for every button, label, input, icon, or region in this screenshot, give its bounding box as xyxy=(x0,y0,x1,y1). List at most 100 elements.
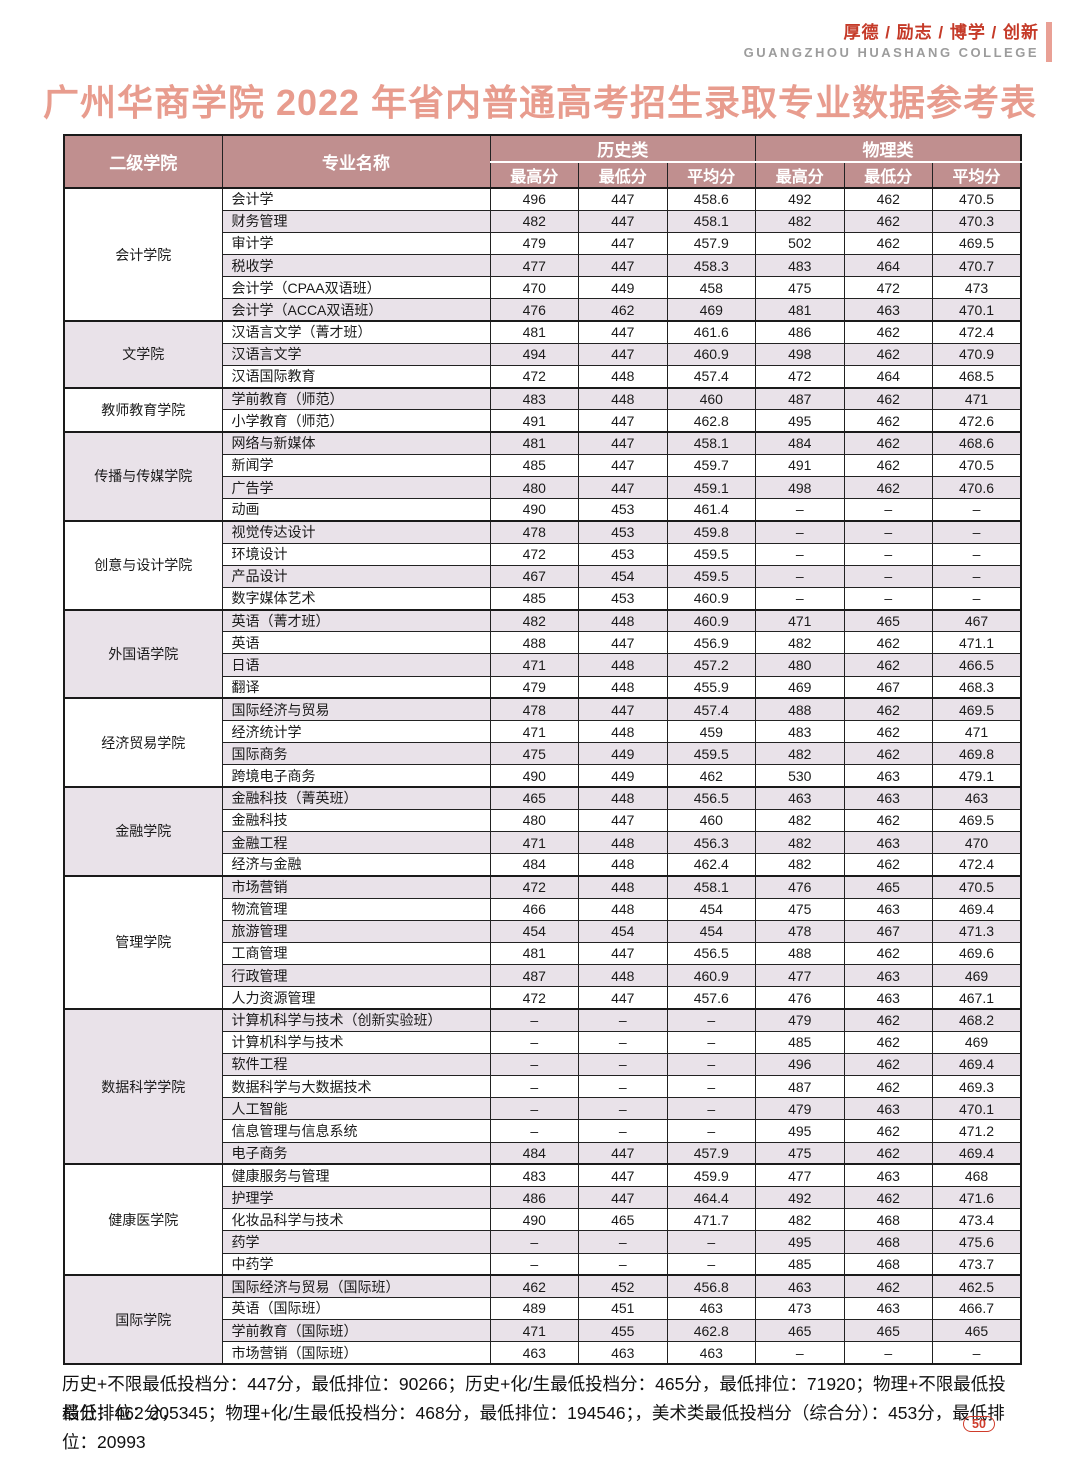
score-cell: 473.4 xyxy=(932,1208,1022,1232)
score-cell: 456.9 xyxy=(666,631,757,655)
major-cell: 学前教育（师范） xyxy=(221,386,491,411)
score-cell: – xyxy=(489,1252,579,1276)
score-cell: 475 xyxy=(755,897,845,921)
score-cell: – xyxy=(666,1119,757,1143)
score-cell: – xyxy=(489,1052,579,1077)
score-cell: – xyxy=(755,498,845,522)
score-cell: 470.1 xyxy=(932,1097,1022,1121)
score-cell: 454 xyxy=(578,919,668,943)
score-cell: 475 xyxy=(755,1141,845,1165)
score-cell: 462 xyxy=(843,941,934,966)
score-cell: 465 xyxy=(489,786,579,810)
table-row: 教师教育学院 学前教育（师范） 483 448 460 487 462 471 xyxy=(63,386,1022,433)
score-cell: 447 xyxy=(578,1141,668,1165)
score-cell: 460.9 xyxy=(666,608,757,633)
score-cell: – xyxy=(666,1074,757,1099)
table-row: 旅游管理 454 454 454 478 467 471.3 xyxy=(64,919,1022,943)
score-cell: 485 xyxy=(755,1252,845,1276)
score-cell: 461.6 xyxy=(666,320,757,344)
score-cell: – xyxy=(843,519,934,544)
score-cell: 457.4 xyxy=(666,697,757,722)
college-cell: 教师教育学院 xyxy=(63,386,223,433)
score-cell: 462 xyxy=(843,1185,934,1210)
score-cell: 447 xyxy=(578,453,668,477)
score-cell: 471 xyxy=(489,653,579,677)
score-cell: 469.4 xyxy=(932,1141,1022,1165)
score-cell: 480 xyxy=(489,475,579,500)
score-cell: 463 xyxy=(578,1341,668,1365)
score-cell: 467.1 xyxy=(932,986,1022,1010)
score-cell: 465 xyxy=(932,1319,1022,1343)
major-cell: 药学 xyxy=(221,1230,491,1254)
score-cell: 472 xyxy=(843,276,934,300)
score-cell: 462 xyxy=(843,1052,934,1077)
score-cell: 477 xyxy=(489,254,579,278)
major-cell: 行政管理 xyxy=(221,964,491,988)
major-cell: 会计学（ACCA双语班） xyxy=(221,298,491,322)
header-major: 专业名称 xyxy=(221,134,491,189)
score-cell: 479 xyxy=(489,231,579,256)
score-cell: 480 xyxy=(489,808,579,832)
major-cell: 动画 xyxy=(221,498,491,522)
score-cell: – xyxy=(932,519,1022,544)
score-cell: 471.6 xyxy=(932,1185,1022,1210)
score-cell: 448 xyxy=(578,830,668,855)
score-cell: 470 xyxy=(932,830,1022,855)
score-cell: 462 xyxy=(843,1274,934,1298)
score-cell: 470.5 xyxy=(932,874,1022,899)
score-cell: – xyxy=(578,1097,668,1121)
table-row: 电子商务 484 447 457.9 475 462 469.4 xyxy=(64,1141,1022,1165)
score-cell: 496 xyxy=(755,1052,845,1077)
score-cell: – xyxy=(932,498,1022,522)
page-number-badge: 50 xyxy=(963,1416,995,1432)
score-cell: 448 xyxy=(578,874,668,899)
college-cell: 国际学院 xyxy=(63,1274,223,1365)
header-history-min: 最低分 xyxy=(578,161,668,189)
score-cell: – xyxy=(843,586,934,611)
score-cell: – xyxy=(755,586,845,611)
score-cell: 447 xyxy=(578,631,668,655)
score-cell: 453 xyxy=(578,542,668,566)
score-cell: 462.5 xyxy=(932,1274,1022,1298)
table-row: 计算机科学与技术 – – –485 462 469 xyxy=(64,1030,1022,1054)
score-cell: 463 xyxy=(666,1296,757,1321)
score-cell: 492 xyxy=(755,1185,845,1210)
score-cell: 464 xyxy=(843,364,934,389)
score-cell: 490 xyxy=(489,764,579,788)
score-cell: 452 xyxy=(578,1274,668,1298)
score-cell: – xyxy=(578,1230,668,1254)
score-cell: 462 xyxy=(843,808,934,832)
score-cell: 489 xyxy=(489,1296,579,1321)
score-cell: 449 xyxy=(578,742,668,766)
score-cell: 447 xyxy=(578,186,668,211)
score-cell: 479.1 xyxy=(932,764,1022,788)
table-row: 外国语学院 英语（菁才班） 482 448 460.9 471 465 467 xyxy=(63,608,1022,699)
score-cell: 458.1 xyxy=(666,431,757,455)
major-cell: 金融科技 xyxy=(221,808,491,832)
score-cell: 468 xyxy=(932,1163,1022,1187)
score-cell: 458.1 xyxy=(666,874,757,899)
page-title: 广州华商学院 2022 年省内普通高考招生录取专业数据参考表 xyxy=(42,82,1038,123)
score-cell: 462 xyxy=(843,209,934,233)
college-cell: 管理学院 xyxy=(63,874,223,1010)
score-cell: 487 xyxy=(489,964,579,988)
score-cell: 459.5 xyxy=(666,564,757,588)
score-cell: 453 xyxy=(578,586,668,611)
table-row: 英语（国际班） 489 451 463 473 463 466.7 xyxy=(64,1296,1022,1321)
score-cell: 472 xyxy=(489,874,579,899)
score-cell: 471 xyxy=(489,830,579,855)
major-cell: 计算机科学与技术（创新实验班） xyxy=(221,1007,491,1032)
table-body: 会计学院 会计学 496 447 458.6 492 462 470.5 财务管理 482 447 4… xyxy=(63,186,1022,1365)
table-row: 数据科学学院 计算机科学与技术（创新实验班） – – –479 462 468.2 xyxy=(63,1007,1022,1165)
major-cell: 网络与新媒体 xyxy=(221,431,491,455)
score-cell: 455 xyxy=(578,1319,668,1343)
score-cell: 473.7 xyxy=(932,1252,1022,1276)
score-cell: 488 xyxy=(755,697,845,722)
score-cell: 468.6 xyxy=(932,431,1022,455)
score-cell: 447 xyxy=(578,1185,668,1210)
score-cell: 477 xyxy=(755,964,845,988)
major-cell: 英语（菁才班） xyxy=(221,608,491,633)
score-cell: 476 xyxy=(755,874,845,899)
score-cell: 447 xyxy=(578,808,668,832)
college-brand-text: 厚德 / 励志 / 博学 / 创新 GUANGZHOU HUASHANG COL… xyxy=(744,22,1039,62)
